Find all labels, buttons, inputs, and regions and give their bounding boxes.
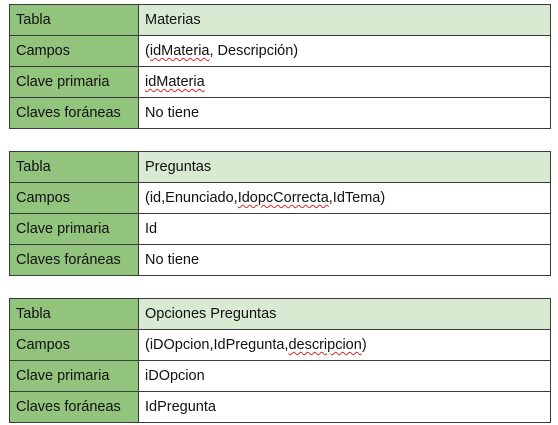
- row-label-cell[interactable]: Claves foráneas: [9, 97, 139, 129]
- value-text: iDOpcion: [145, 367, 205, 384]
- misspelled-word: idMateria: [149, 42, 210, 59]
- table-header-row: Tabla Preguntas: [9, 151, 551, 183]
- row-value-cell[interactable]: (iDOpcion,IdPregunta,descripcion): [138, 329, 551, 361]
- misspelled-word: IdopcCorrecta: [237, 189, 329, 206]
- header-value-cell[interactable]: Materias: [138, 4, 551, 36]
- table-row: Clave primaria iDOpcion: [9, 360, 551, 392]
- row-value-cell[interactable]: No tiene: [138, 244, 551, 276]
- row-value-cell[interactable]: idMateria: [138, 66, 551, 98]
- table-materias: Tabla Materias Campos (idMateria, Descri…: [9, 4, 551, 129]
- row-label-cell[interactable]: Campos: [9, 329, 139, 361]
- table-preguntas: Tabla Preguntas Campos (id,Enunciado,Ido…: [9, 151, 551, 276]
- table-row: Claves foráneas IdPregunta: [9, 391, 551, 423]
- value-text: (id,Enunciado,: [145, 189, 238, 206]
- row-value-cell[interactable]: (id,Enunciado,IdopcCorrecta,IdTema): [138, 182, 551, 214]
- value-text: No tiene: [145, 104, 200, 121]
- misspelled-word: idMateria: [145, 73, 205, 90]
- header-label-cell[interactable]: Tabla: [9, 4, 139, 36]
- row-value-cell[interactable]: iDOpcion: [138, 360, 551, 392]
- table-row: Campos (idMateria, Descripción): [9, 35, 551, 67]
- value-text: , Descripción): [209, 42, 299, 59]
- table-row: Clave primaria Id: [9, 213, 551, 245]
- header-value-cell[interactable]: Preguntas: [138, 151, 551, 183]
- table-opciones-preguntas: Tabla Opciones Preguntas Campos (iDOpcio…: [9, 298, 551, 423]
- value-text: No tiene: [145, 251, 200, 268]
- header-value-cell[interactable]: Opciones Preguntas: [138, 298, 551, 330]
- table-row: Claves foráneas No tiene: [9, 97, 551, 129]
- table-row: Campos (id,Enunciado,IdopcCorrecta,IdTem…: [9, 182, 551, 214]
- header-label-cell[interactable]: Tabla: [9, 151, 139, 183]
- table-row: Claves foráneas No tiene: [9, 244, 551, 276]
- row-label-cell[interactable]: Clave primaria: [9, 213, 139, 245]
- row-value-cell[interactable]: No tiene: [138, 97, 551, 129]
- value-text: (iDOpcion,IdPregunta,: [145, 336, 289, 353]
- table-header-row: Tabla Opciones Preguntas: [9, 298, 551, 330]
- table-header-row: Tabla Materias: [9, 4, 551, 36]
- value-text: (: [145, 42, 150, 59]
- table-row: Campos (iDOpcion,IdPregunta,descripcion): [9, 329, 551, 361]
- header-label-cell[interactable]: Tabla: [9, 298, 139, 330]
- misspelled-word: descripcion: [288, 336, 362, 353]
- value-text: ): [361, 336, 367, 353]
- value-text: IdPregunta: [145, 398, 216, 415]
- row-label-cell[interactable]: Claves foráneas: [9, 244, 139, 276]
- row-value-cell[interactable]: Id: [138, 213, 551, 245]
- row-label-cell[interactable]: Clave primaria: [9, 360, 139, 392]
- row-value-cell[interactable]: (idMateria, Descripción): [138, 35, 551, 67]
- value-text: Id: [145, 220, 158, 237]
- row-value-cell[interactable]: IdPregunta: [138, 391, 551, 423]
- row-label-cell[interactable]: Claves foráneas: [9, 391, 139, 423]
- row-label-cell[interactable]: Campos: [9, 35, 139, 67]
- row-label-cell[interactable]: Campos: [9, 182, 139, 214]
- row-label-cell[interactable]: Clave primaria: [9, 66, 139, 98]
- table-row: Clave primaria idMateria: [9, 66, 551, 98]
- value-text: ,IdTema): [328, 189, 386, 206]
